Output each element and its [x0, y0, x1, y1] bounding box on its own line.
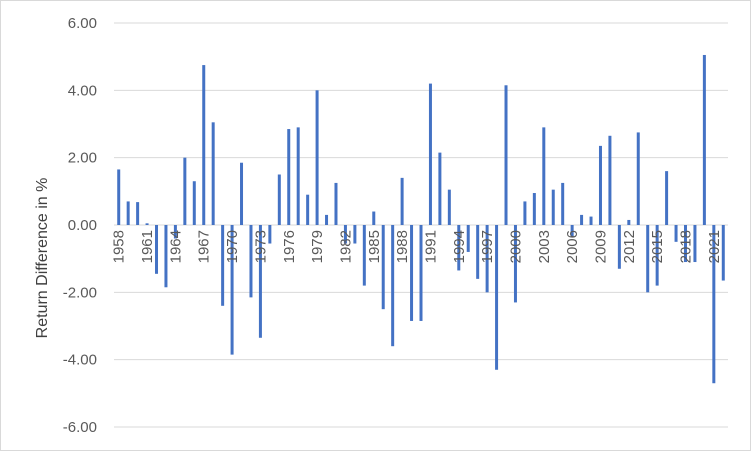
- y-tick-label: -4.00: [63, 352, 97, 369]
- bar-2020: [702, 54, 706, 226]
- bar-2001: [523, 201, 527, 225]
- bar-1999: [504, 85, 508, 225]
- x-tick-label: 1994: [451, 230, 468, 263]
- bar-1973: [258, 225, 262, 338]
- bar-1967: [202, 65, 206, 225]
- x-tick-label: 1964: [167, 230, 184, 263]
- x-tick-label: 2012: [621, 230, 638, 263]
- bar-1966: [192, 181, 196, 225]
- bar-1997: [485, 225, 489, 293]
- bar-1990: [419, 225, 423, 321]
- bar-1983: [353, 225, 357, 244]
- x-tick-label: 1970: [224, 230, 241, 263]
- x-tick-label: 1958: [111, 230, 128, 263]
- x-tick-label: 1979: [309, 230, 326, 263]
- x-tick-label: 1991: [422, 230, 439, 263]
- bar-1985: [372, 211, 376, 225]
- x-tick-label: 2009: [592, 230, 609, 263]
- bar-1964: [173, 225, 177, 239]
- bar-1982: [343, 225, 347, 244]
- bar-2008: [589, 216, 593, 225]
- bar-2016: [665, 171, 669, 225]
- bar-1961: [145, 223, 149, 225]
- x-tick-label: 1976: [281, 230, 298, 263]
- bar-1974: [268, 225, 272, 244]
- bar-2019: [693, 225, 697, 263]
- bar-1965: [183, 157, 187, 225]
- bar-1979: [315, 90, 319, 225]
- bar-1971: [240, 162, 244, 225]
- bars: [117, 54, 725, 384]
- bar-1989: [410, 225, 414, 321]
- bar-1970: [230, 225, 234, 355]
- bar-1994: [457, 225, 461, 271]
- x-tick-label: 2021: [706, 230, 723, 263]
- bar-2021: [712, 225, 716, 384]
- bar-1969: [221, 225, 225, 306]
- bar-1993: [447, 189, 451, 225]
- bar-1978: [306, 194, 310, 225]
- y-tick-label: 0.00: [68, 217, 97, 234]
- bar-1984: [362, 225, 366, 286]
- bar-2003: [542, 127, 546, 225]
- bar-2022: [721, 225, 725, 281]
- x-tick-label: 1973: [252, 230, 269, 263]
- bar-1998: [495, 225, 499, 370]
- bar-2014: [646, 225, 650, 293]
- bar-1995: [466, 225, 470, 252]
- bar-1959: [126, 201, 130, 225]
- bar-2015: [655, 225, 659, 286]
- x-tick-label: 1961: [139, 230, 156, 263]
- y-tick-label: 2.00: [68, 150, 97, 167]
- bar-1996: [476, 225, 480, 279]
- bar-2018: [683, 225, 687, 263]
- bar-1981: [334, 182, 338, 225]
- bar-1968: [211, 122, 215, 225]
- bar-2012: [627, 219, 631, 225]
- x-tick-label: 1967: [196, 230, 213, 263]
- y-tick-label: -6.00: [63, 419, 97, 436]
- bar-1992: [438, 152, 442, 225]
- bar-1988: [400, 177, 404, 225]
- y-tick-labels: 6.00 4.00 2.00 0.00 -2.00 -4.00 -6.00: [63, 15, 97, 436]
- bar-2000: [513, 225, 517, 303]
- bar-1962: [155, 225, 159, 274]
- x-tick-label: 1988: [394, 230, 411, 263]
- bar-1976: [287, 129, 291, 225]
- y-tick-label: -2.00: [63, 284, 97, 301]
- bar-2004: [551, 189, 555, 225]
- bar-2017: [674, 225, 678, 242]
- bar-1972: [249, 225, 253, 298]
- bar-2002: [532, 193, 536, 225]
- bar-1975: [277, 174, 281, 225]
- y-tick-label: 6.00: [68, 15, 97, 32]
- x-tick-label: 2006: [564, 230, 581, 263]
- bar-1986: [381, 225, 385, 310]
- x-tick-label: 2015: [649, 230, 666, 263]
- bar-1960: [136, 202, 140, 225]
- bar-1958: [117, 169, 121, 225]
- bar-1991: [428, 83, 432, 225]
- bar-1980: [325, 214, 329, 225]
- bar-2010: [608, 135, 612, 225]
- x-tick-label: 1985: [366, 230, 383, 263]
- bar-2006: [570, 225, 574, 237]
- y-axis-label: Return Difference in %: [34, 178, 51, 339]
- bar-1963: [164, 225, 168, 288]
- bar-2009: [598, 145, 602, 225]
- bar-1977: [296, 127, 300, 225]
- x-tick-label: 2018: [677, 230, 694, 263]
- y-tick-label: 4.00: [68, 82, 97, 99]
- bar-2013: [636, 132, 640, 225]
- bar-2005: [561, 182, 565, 225]
- x-tick-labels: 1958 1961 1964 1967 1970 1973 1976 1979 1982 1985…: [111, 230, 723, 263]
- x-tick-label: 1982: [337, 230, 354, 263]
- x-tick-label: 2000: [507, 230, 524, 263]
- bar-2011: [617, 225, 621, 269]
- bar-2007: [580, 214, 584, 225]
- x-tick-label: 1997: [479, 230, 496, 263]
- x-tick-label: 2003: [536, 230, 553, 263]
- bar-1987: [391, 225, 395, 347]
